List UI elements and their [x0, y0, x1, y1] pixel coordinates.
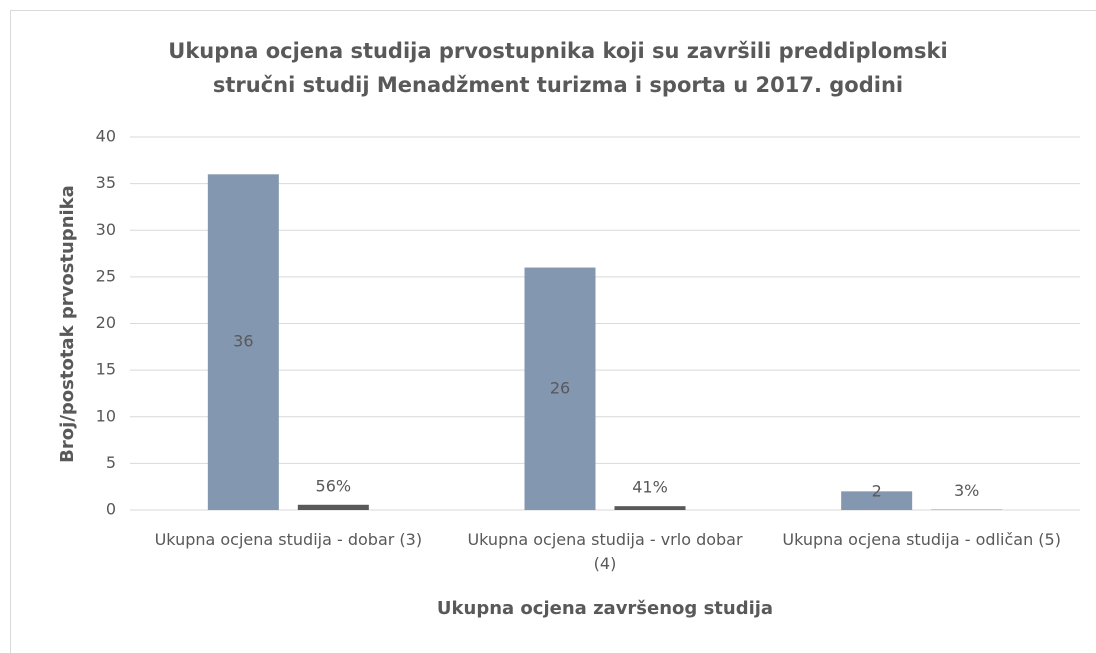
x-tick-label: Ukupna ocjena studija - dobar (3) — [154, 530, 423, 549]
data-label: 26 — [550, 378, 570, 397]
x-tick-label: Ukupna ocjena studija - odličan (5) — [782, 530, 1061, 549]
bar — [207, 174, 279, 511]
y-tick-label: 30 — [96, 220, 116, 239]
data-label: 3% — [954, 481, 979, 500]
y-axis-title: Broj/postotak prvostupnika — [57, 185, 78, 463]
data-label: 41% — [632, 478, 668, 497]
data-label: 36 — [233, 332, 253, 351]
bar — [297, 504, 369, 510]
data-label: 56% — [316, 476, 352, 495]
chart-title: Ukupna ocjena studija prvostupnika koji … — [168, 39, 948, 97]
y-tick-label: 15 — [96, 360, 116, 379]
x-axis-title: Ukupna ocjena završenog studija — [436, 598, 774, 619]
y-tick-label: 40 — [96, 127, 116, 146]
y-tick-label: 35 — [96, 173, 116, 192]
y-tick-label: 5 — [106, 453, 116, 472]
y-tick-label: 25 — [96, 266, 116, 285]
x-tick-label: Ukupna ocjena studija - vrlo dobar (4) — [467, 530, 743, 573]
bar — [524, 267, 596, 510]
y-tick-label: 0 — [106, 500, 116, 519]
bar — [614, 506, 686, 510]
y-tick-label: 10 — [96, 406, 116, 425]
data-label: 2 — [872, 482, 882, 501]
chart-frame — [10, 10, 1096, 653]
y-tick-label: 20 — [96, 313, 116, 332]
bar — [841, 491, 913, 510]
